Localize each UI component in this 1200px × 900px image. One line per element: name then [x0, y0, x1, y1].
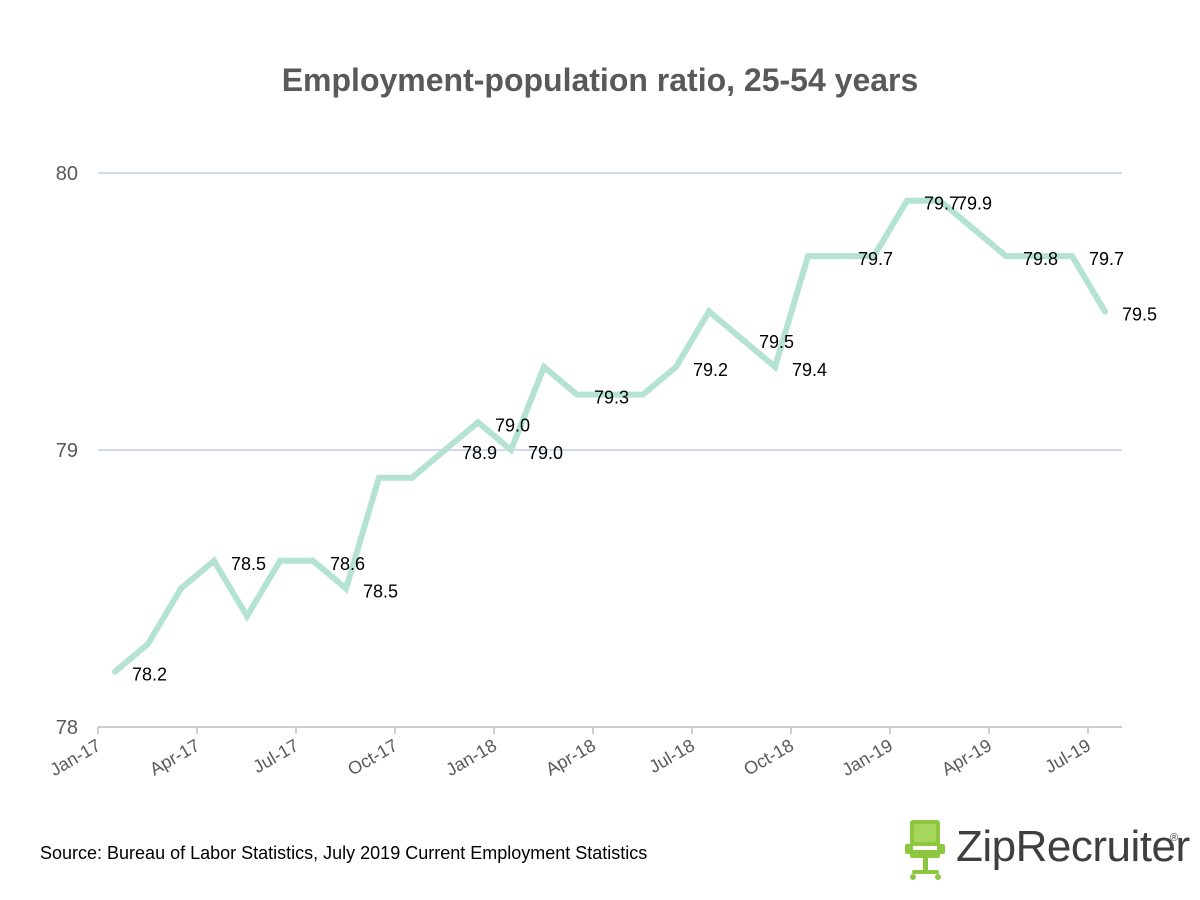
data-point — [343, 585, 349, 592]
data-point — [145, 640, 151, 647]
data-point — [475, 419, 481, 426]
ziprecruiter-logo: ZipRecruiter ® — [904, 818, 1190, 882]
data-label: 78.5 — [363, 582, 398, 602]
logo-text: ZipRecruiter — [956, 822, 1190, 871]
data-label: 79.7 — [924, 194, 959, 214]
x-tick-label: Jul-18 — [646, 735, 698, 777]
gridlines — [98, 172, 1122, 451]
data-label: 79.8 — [1023, 249, 1058, 269]
data-labels: 78.2 78.5 78.6 78.5 78.9 79.0 79.0 79.3 79.2 79.5… — [132, 194, 1157, 685]
data-label: 78.2 — [132, 665, 167, 685]
data-point — [376, 474, 382, 481]
x-tick-label: Oct-18 — [740, 735, 797, 779]
data-point — [937, 197, 943, 204]
series-line — [112, 197, 1108, 675]
data-point — [706, 308, 712, 315]
data-point — [1036, 253, 1042, 260]
data-point — [211, 557, 217, 564]
data-label: 79.0 — [528, 443, 563, 463]
data-point — [904, 197, 910, 204]
y-axis-ticks: 78 79 80 — [56, 163, 78, 739]
chart-title: Employment-population ratio, 25-54 years — [281, 62, 919, 98]
data-point — [1003, 253, 1009, 260]
x-tick-label: Jul-19 — [1042, 735, 1094, 777]
y-tick-label: 79 — [56, 440, 78, 462]
data-label: 78.5 — [231, 554, 266, 574]
data-label: 79.7 — [858, 249, 893, 269]
x-tick-label: Apr-17 — [146, 735, 203, 779]
data-point — [805, 253, 811, 260]
x-tick-label: Apr-19 — [938, 735, 995, 779]
data-point — [112, 668, 118, 675]
data-point — [673, 363, 679, 370]
data-point — [970, 225, 976, 232]
x-tick-label: Oct-17 — [344, 735, 401, 779]
data-point — [442, 447, 448, 453]
data-point — [508, 447, 514, 453]
data-point — [277, 557, 283, 564]
data-point — [541, 363, 547, 370]
data-point — [838, 253, 844, 260]
x-tick-label: Apr-18 — [542, 735, 599, 779]
x-axis: Jan-17 Apr-17 Jul-17 Oct-17 Jan-18 Apr-18 Jul-… — [46, 726, 1122, 780]
data-label: 79.5 — [759, 332, 794, 352]
data-point — [739, 336, 745, 343]
data-point — [409, 474, 415, 481]
x-tick-label: Jan-19 — [838, 735, 896, 780]
data-label: 79.7 — [1089, 249, 1124, 269]
x-tick-label: Jan-17 — [46, 735, 104, 780]
data-point — [772, 363, 778, 370]
source-note: Source: Bureau of Labor Statistics, July… — [40, 843, 648, 863]
x-tick-label: Jul-17 — [250, 735, 302, 777]
series-lines — [112, 197, 1108, 675]
data-point — [1102, 308, 1108, 315]
green-chair-icon — [905, 820, 945, 880]
data-label: 79.4 — [792, 360, 827, 380]
data-point — [640, 391, 646, 398]
data-point — [607, 391, 613, 398]
data-label: 79.3 — [594, 388, 629, 408]
data-label: 79.5 — [1122, 305, 1157, 325]
y-tick-label: 78 — [56, 717, 78, 739]
data-point — [178, 585, 184, 592]
data-label: 79.0 — [495, 415, 530, 435]
data-label: 79.9 — [957, 194, 992, 214]
data-label: 79.2 — [693, 360, 728, 380]
data-point — [871, 253, 877, 260]
data-point — [1069, 253, 1075, 260]
y-tick-label: 80 — [56, 163, 78, 185]
data-point — [310, 557, 316, 564]
data-point — [574, 391, 580, 398]
data-label: 78.9 — [462, 443, 497, 463]
data-point — [244, 613, 250, 620]
x-tick-label: Jan-18 — [442, 735, 500, 780]
trademark-symbol: ® — [1170, 832, 1179, 844]
data-label: 78.6 — [330, 554, 365, 574]
